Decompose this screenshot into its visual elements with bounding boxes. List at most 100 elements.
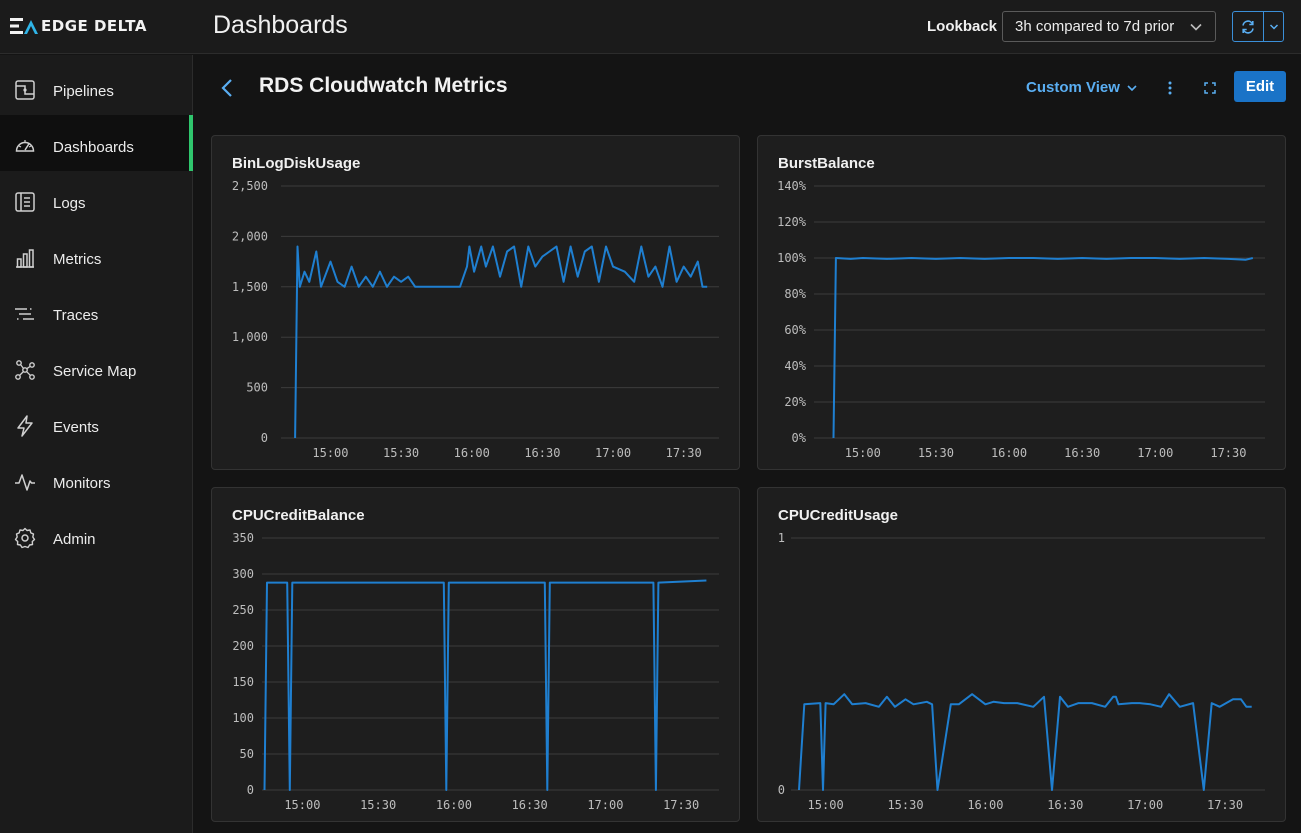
y-tick-label: 50	[240, 747, 254, 761]
y-tick-label: 1	[778, 531, 785, 545]
y-tick-label: 1,000	[232, 330, 268, 344]
dashboard-title: RDS Cloudwatch Metrics	[259, 74, 508, 97]
edit-button[interactable]: Edit	[1234, 71, 1286, 102]
series-line[interactable]	[798, 693, 1252, 791]
x-tick-label: 16:00	[967, 798, 1003, 812]
sidebar-item-monitors[interactable]: Monitors	[0, 451, 193, 507]
y-tick-label: 40%	[784, 359, 806, 373]
y-tick-label: 1,500	[232, 280, 268, 294]
x-tick-label: 17:00	[1137, 446, 1173, 460]
sidebar-item-label: Pipelines	[53, 83, 114, 100]
chart-title: BurstBalance	[778, 155, 875, 172]
traces-icon	[15, 308, 34, 320]
lightning-icon	[17, 415, 33, 437]
chart-title: BinLogDiskUsage	[232, 155, 361, 172]
gear-icon	[14, 527, 36, 549]
chart-title: CPUCreditBalance	[232, 507, 365, 524]
pipelines-icon	[15, 80, 35, 100]
chart-panel-cpucreditbalance[interactable]: CPUCreditBalance 350 300 250 200 150 100 50 0 15…	[211, 487, 740, 822]
y-tick-label: 150	[232, 675, 254, 689]
x-tick-label: 17:30	[666, 446, 702, 460]
series-line[interactable]	[263, 579, 707, 791]
y-tick-label: 0%	[792, 431, 807, 445]
chevron-down-icon	[1269, 23, 1278, 30]
refresh-button[interactable]	[1232, 11, 1264, 42]
sidebar-item-dashboards[interactable]: Dashboards	[0, 115, 193, 171]
lookback-select[interactable]: 3h compared to 7d prior	[1002, 11, 1216, 42]
sidebar-item-label: Dashboards	[53, 139, 134, 156]
logo-text: EDGE DELTA	[41, 17, 147, 35]
sidebar-item-admin[interactable]: Admin	[0, 507, 193, 563]
chevron-down-icon	[1190, 23, 1202, 31]
series-line[interactable]	[832, 257, 1254, 439]
y-tick-label: 0	[261, 431, 268, 445]
sidebar-item-logs[interactable]: Logs	[0, 171, 193, 227]
x-tick-label: 16:30	[1047, 798, 1083, 812]
x-tick-label: 15:00	[312, 446, 348, 460]
sidebar-item-events[interactable]: Events	[0, 395, 193, 451]
x-tick-label: 17:00	[587, 798, 623, 812]
chart-panel-burstbalance[interactable]: BurstBalance 140% 120% 100% 80% 60% 40% 20% 0% 1…	[757, 135, 1286, 470]
line-chart: 1 0 15:00 15:30 16:00 16:30 17:00 17:30	[778, 531, 1265, 812]
y-tick-label: 120%	[777, 215, 807, 229]
y-tick-label: 80%	[784, 287, 806, 301]
x-tick-label: 15:30	[383, 446, 419, 460]
custom-view-label: Custom View	[1026, 79, 1120, 96]
x-tick-label: 16:30	[524, 446, 560, 460]
x-tick-label: 16:30	[512, 798, 548, 812]
line-chart: 2,500 2,000 1,500 1,000 500 0 15:00 15:30 16:00 1…	[232, 179, 719, 460]
x-tick-label: 15:00	[845, 446, 881, 460]
line-chart: 350 300 250 200 150 100 50 0 15:00 15:30 16:00 16:3…	[232, 531, 719, 812]
sidebar-item-label: Monitors	[53, 475, 111, 492]
x-tick-label: 16:00	[454, 446, 490, 460]
y-tick-label: 2,000	[232, 229, 268, 243]
sidebar-item-label: Admin	[53, 531, 96, 548]
chevron-down-icon	[1127, 84, 1137, 91]
sidebar-item-label: Logs	[53, 195, 86, 212]
y-tick-label: 350	[232, 531, 254, 545]
y-tick-label: 500	[246, 381, 268, 395]
y-tick-label: 140%	[777, 179, 807, 193]
back-arrow-icon[interactable]	[218, 77, 236, 99]
pulse-icon	[15, 474, 35, 491]
x-tick-label: 17:30	[1207, 798, 1243, 812]
chart-panel-binlogdiskusage[interactable]: BinLogDiskUsage 2,500 2,000 1,500 1,000 500 0…	[211, 135, 740, 470]
sidebar-item-pipelines[interactable]: Pipelines	[0, 59, 193, 115]
more-options-icon[interactable]	[1163, 79, 1177, 97]
sidebar-item-service-map[interactable]: Service Map	[0, 339, 193, 395]
refresh-interval-dropdown[interactable]	[1263, 11, 1284, 42]
sidebar-item-metrics[interactable]: Metrics	[0, 227, 193, 283]
service-map-icon	[15, 360, 35, 380]
fullscreen-icon[interactable]	[1201, 79, 1219, 97]
x-tick-label: 15:30	[360, 798, 396, 812]
x-tick-label: 17:00	[1127, 798, 1163, 812]
x-tick-label: 16:00	[991, 446, 1027, 460]
x-tick-label: 17:30	[1210, 446, 1246, 460]
series-line[interactable]	[294, 245, 708, 439]
logs-icon	[15, 192, 35, 212]
chart-panel-cpucreditusage[interactable]: CPUCreditUsage 1 0 15:00 15:30 16:00 16:30 17:…	[757, 487, 1286, 822]
sidebar-item-label: Events	[53, 419, 99, 436]
edge-delta-logo-icon	[10, 18, 38, 34]
sidebar-item-label: Traces	[53, 307, 99, 324]
x-tick-label: 17:00	[595, 446, 631, 460]
x-tick-label: 16:00	[436, 798, 472, 812]
x-tick-label: 16:30	[1064, 446, 1100, 460]
sidebar: Pipelines Dashboards Logs Met	[0, 55, 193, 833]
custom-view-dropdown[interactable]: Custom View	[1026, 79, 1138, 96]
top-bar: EDGE DELTA Dashboards Lookback 3h compar…	[0, 0, 1301, 54]
line-chart: 140% 120% 100% 80% 60% 40% 20% 0% 15:00 15:30 16:0…	[777, 179, 1265, 460]
x-tick-label: 17:30	[663, 798, 699, 812]
x-tick-label: 15:00	[808, 798, 844, 812]
y-tick-label: 0	[778, 783, 785, 797]
x-tick-label: 15:00	[284, 798, 320, 812]
lookback-label: Lookback	[927, 18, 998, 35]
page-title: Dashboards	[213, 11, 348, 39]
chart-title: CPUCreditUsage	[778, 507, 899, 524]
sidebar-item-label: Metrics	[53, 251, 102, 268]
refresh-icon	[1242, 19, 1254, 34]
y-tick-label: 250	[232, 603, 254, 617]
edge-delta-logo[interactable]: EDGE DELTA	[10, 15, 147, 37]
y-tick-label: 60%	[784, 323, 806, 337]
sidebar-item-traces[interactable]: Traces	[0, 283, 193, 339]
